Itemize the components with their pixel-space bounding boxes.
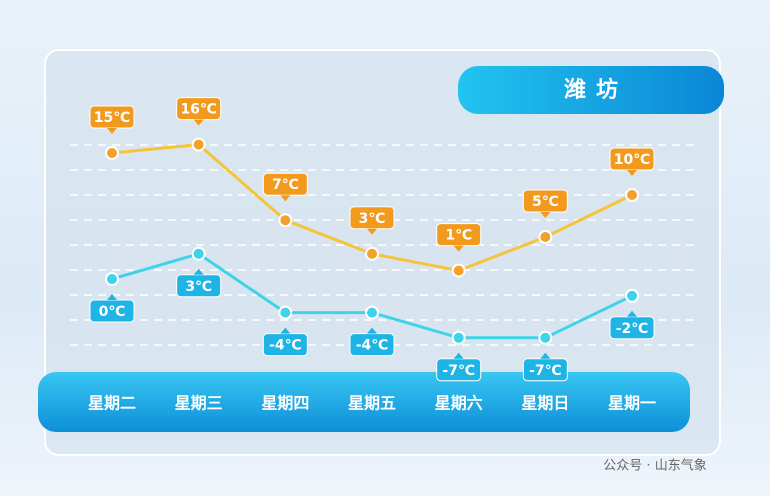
title-banner — [458, 66, 724, 114]
point — [451, 330, 466, 345]
x-tick-label: 星期四 — [261, 394, 309, 413]
watermark: 公众号 · 山东气象 — [603, 458, 706, 474]
point — [191, 137, 206, 152]
category-band — [38, 372, 690, 432]
label-pointer — [367, 327, 378, 334]
point — [278, 305, 293, 320]
value-label: 5℃ — [532, 194, 559, 210]
point — [625, 188, 640, 202]
value-label: 0℃ — [99, 304, 126, 320]
value-label: 16℃ — [180, 102, 216, 118]
x-tick-label: 星期日 — [521, 394, 569, 413]
point — [278, 213, 293, 228]
value-label: -7℃ — [442, 363, 475, 379]
label-pointer — [280, 327, 291, 334]
value-label: 10℃ — [614, 152, 650, 168]
point — [105, 272, 119, 286]
chart-title: 潍坊 — [564, 77, 628, 103]
point — [538, 230, 553, 244]
value-label: -7℃ — [529, 363, 562, 379]
label-pointer — [540, 212, 551, 218]
label-pointer — [453, 352, 464, 359]
label-pointer — [627, 170, 638, 176]
point — [451, 263, 466, 278]
label-pointer — [193, 268, 204, 275]
label-pointer — [107, 294, 117, 300]
point — [191, 246, 206, 261]
label-pointer — [280, 195, 291, 202]
decor-stripes — [70, 144, 700, 346]
label-pointer — [540, 352, 551, 359]
label-pointer — [453, 245, 464, 252]
point — [365, 246, 380, 261]
label-pointer — [107, 128, 117, 134]
value-label: 15℃ — [94, 110, 130, 126]
value-label: 7℃ — [272, 177, 299, 193]
x-tick-label: 星期二 — [88, 394, 136, 413]
value-label: 3℃ — [185, 279, 212, 295]
label-pointer — [193, 119, 204, 126]
value-label: 1℃ — [445, 228, 472, 244]
x-tick-label: 星期一 — [608, 394, 656, 413]
x-tick-label: 星期三 — [175, 394, 223, 413]
panel — [44, 49, 721, 456]
x-tick-label: 星期六 — [435, 394, 483, 413]
label-pointer — [367, 228, 378, 235]
value-label: -4℃ — [356, 338, 389, 354]
value-label: 3℃ — [359, 211, 386, 227]
value-label: -4℃ — [269, 338, 302, 354]
x-tick-label: 星期五 — [348, 394, 396, 413]
point — [105, 146, 119, 160]
value-label: -2℃ — [616, 321, 649, 337]
label-pointer — [627, 310, 638, 317]
point — [365, 305, 380, 320]
point — [538, 330, 553, 345]
point — [625, 288, 640, 303]
